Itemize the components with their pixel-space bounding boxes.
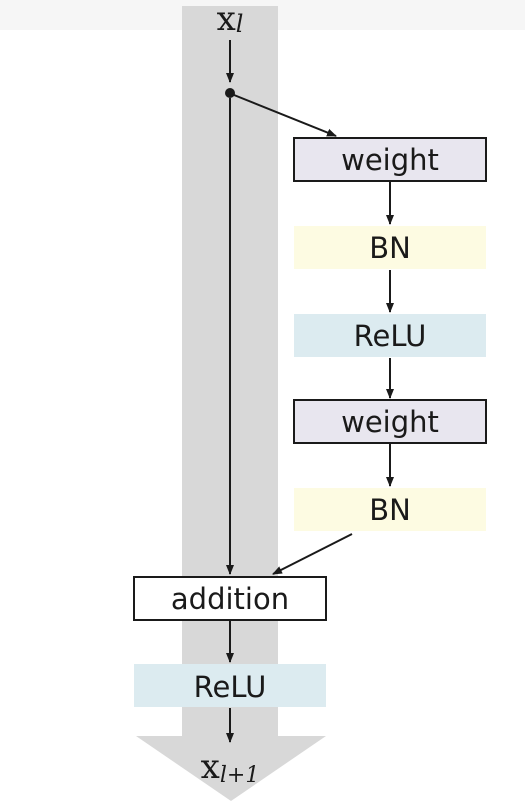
output-var-base: x bbox=[201, 747, 220, 787]
weight-box-1 bbox=[293, 137, 487, 182]
input-variable: xl bbox=[217, 0, 244, 39]
output-variable: xl+1 bbox=[201, 747, 260, 788]
shortcut-band-arrowhead bbox=[136, 736, 326, 801]
bn-label-1: BN bbox=[369, 231, 411, 265]
merge-arrow bbox=[272, 533, 353, 575]
relu-label-2: ReLU bbox=[194, 670, 267, 704]
branch-arrow bbox=[233, 94, 337, 137]
relu-label-1: ReLU bbox=[354, 319, 427, 353]
input-var-base: x bbox=[217, 0, 236, 39]
weight-box-2 bbox=[293, 399, 487, 444]
input-var-sub: l bbox=[236, 10, 244, 38]
relu-box-1 bbox=[294, 314, 486, 357]
addition-box bbox=[133, 576, 327, 621]
split-node bbox=[225, 88, 235, 98]
weight-label-2: weight bbox=[341, 405, 439, 439]
bn-box-1 bbox=[294, 226, 486, 269]
weight-label-1: weight bbox=[341, 143, 439, 177]
relu-box-2 bbox=[134, 664, 326, 707]
bn-label-2: BN bbox=[369, 493, 411, 527]
addition-label: addition bbox=[171, 582, 289, 616]
output-var-sub: l+1 bbox=[220, 763, 259, 788]
bn-box-2 bbox=[294, 488, 486, 531]
